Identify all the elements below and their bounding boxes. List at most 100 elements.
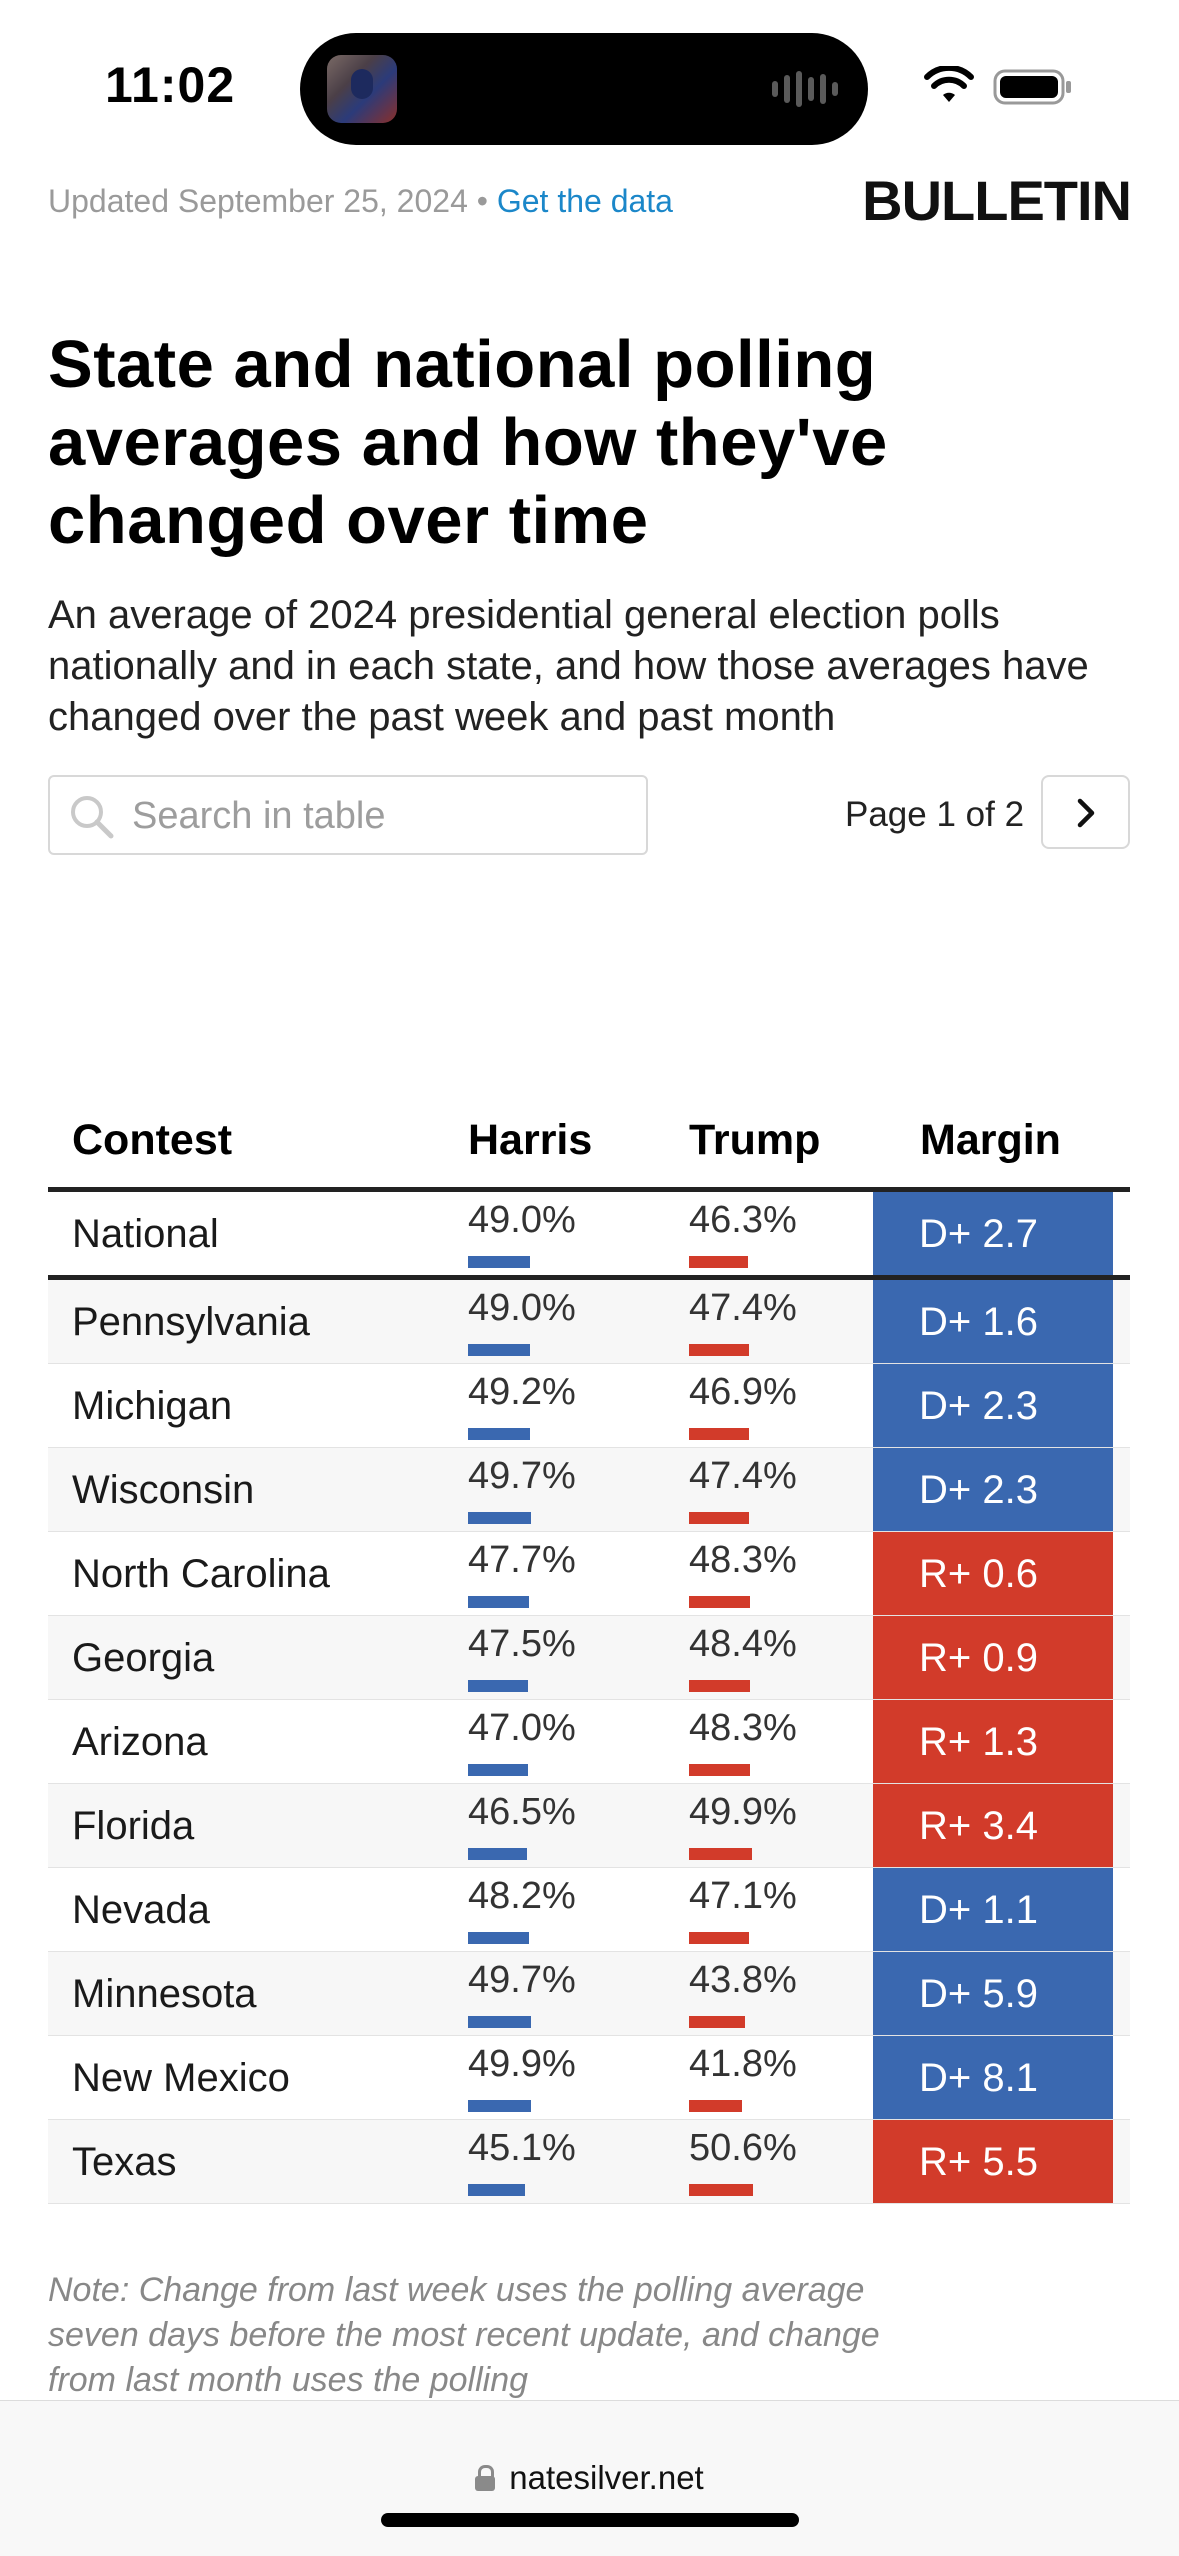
contest-name: North Carolina [72,1552,330,1596]
harris-percent: 49.0% [468,1199,576,1241]
next-page-button[interactable] [1041,775,1130,849]
table-row: Michigan 49.2% 46.9% D+ 2.3 [48,1364,1130,1448]
contest-name: New Mexico [72,2056,290,2100]
trump-bar [689,1848,752,1860]
dynamic-island[interactable] [300,33,868,145]
trump-percent: 46.9% [689,1371,797,1413]
trump-percent: 48.3% [689,1707,797,1749]
harris-percent: 49.7% [468,1455,576,1497]
contest-name: Minnesota [72,1972,257,2016]
margin-badge: D+ 8.1 [873,2036,1113,2119]
column-header-trump[interactable]: Trump [689,1116,821,1164]
contest-name: Wisconsin [72,1468,255,1512]
harris-bar [468,2100,531,2112]
page-title: State and national polling averages and … [48,327,888,558]
trump-bar [689,1428,749,1440]
trump-percent: 46.3% [689,1199,797,1241]
browser-url-bar[interactable]: natesilver.net [0,2400,1179,2556]
table-row: Florida 46.5% 49.9% R+ 3.4 [48,1784,1130,1868]
brand-logo[interactable]: BULLETIN [862,169,1132,232]
harris-bar [468,2184,525,2196]
harris-percent: 47.7% [468,1539,576,1581]
harris-bar [468,1596,529,1608]
updated-date: Updated September 25, 2024 [48,183,468,219]
harris-bar [468,1344,530,1356]
harris-percent: 48.2% [468,1875,576,1917]
margin-badge: D+ 2.3 [873,1448,1113,1531]
wifi-icon [924,66,974,102]
battery-icon [993,69,1071,105]
status-time: 11:02 [105,57,236,113]
contest-name: Texas [72,2140,177,2184]
trump-percent: 41.8% [689,2043,797,2085]
table-header: Contest Harris Trump Margin [48,1100,1130,1192]
trump-bar [689,2016,745,2028]
trump-percent: 47.1% [689,1875,797,1917]
trump-bar [689,1512,749,1524]
url-domain: natesilver.net [509,2459,704,2496]
trump-percent: 47.4% [689,1287,797,1329]
harris-percent: 49.2% [468,1371,576,1413]
trump-bar [689,1344,749,1356]
table-row: Texas 45.1% 50.6% R+ 5.5 [48,2120,1130,2204]
trump-percent: 43.8% [689,1959,797,2001]
trump-percent: 50.6% [689,2127,797,2169]
trump-percent: 47.4% [689,1455,797,1497]
harris-bar [468,2016,531,2028]
harris-bar [468,1932,529,1944]
url-display[interactable]: natesilver.net [0,2459,1179,2497]
column-header-harris[interactable]: Harris [468,1116,593,1164]
trump-bar [689,2100,742,2112]
table-row: Georgia 47.5% 48.4% R+ 0.9 [48,1616,1130,1700]
trump-bar [689,1596,750,1608]
home-indicator[interactable] [381,2513,799,2527]
search-placeholder: Search in table [132,795,386,837]
contest-name: Pennsylvania [72,1300,310,1344]
trump-percent: 48.3% [689,1539,797,1581]
chevron-right-icon [1077,798,1095,828]
table-row: Minnesota 49.7% 43.8% D+ 5.9 [48,1952,1130,2036]
trump-bar [689,1256,748,1268]
table-row: Wisconsin 49.7% 47.4% D+ 2.3 [48,1448,1130,1532]
trump-percent: 49.9% [689,1791,797,1833]
column-header-contest[interactable]: Contest [72,1116,233,1164]
page-subtitle: An average of 2024 presidential general … [48,593,1089,739]
status-bar: 11:02 [0,0,1179,150]
harris-bar [468,1764,528,1776]
trump-bar [689,1932,749,1944]
table-row: New Mexico 49.9% 41.8% D+ 8.1 [48,2036,1130,2120]
harris-bar [468,1848,527,1860]
harris-percent: 47.5% [468,1623,576,1665]
margin-badge: R+ 5.5 [873,2120,1113,2203]
harris-bar [468,1680,528,1692]
harris-bar [468,1256,530,1268]
margin-badge: D+ 1.6 [873,1280,1113,1363]
search-icon [71,796,114,839]
contest-name: Florida [72,1804,195,1848]
trump-percent: 48.4% [689,1623,797,1665]
column-header-margin[interactable]: Margin [920,1116,1061,1164]
harris-percent: 49.9% [468,2043,576,2085]
page-indicator: Page 1 of 2 [845,795,1025,834]
margin-badge: R+ 3.4 [873,1784,1113,1867]
margin-badge: D+ 2.3 [873,1364,1113,1447]
margin-badge: R+ 0.9 [873,1616,1113,1699]
table-body: National 49.0% 46.3% D+ 2.7 Pennsylvania 49.0… [48,1192,1130,2204]
margin-badge: R+ 1.3 [873,1700,1113,1783]
audio-waveform-icon [772,71,838,107]
table-row: Arizona 47.0% 48.3% R+ 1.3 [48,1700,1130,1784]
contest-name: Michigan [72,1384,233,1428]
table-row: North Carolina 47.7% 48.3% R+ 0.6 [48,1532,1130,1616]
get-data-link[interactable]: Get the data [496,183,673,219]
table-row-national: National 49.0% 46.3% D+ 2.7 [48,1192,1130,1280]
contest-name: Georgia [72,1636,215,1680]
table-row: Nevada 48.2% 47.1% D+ 1.1 [48,1868,1130,1952]
separator-dot: • [467,183,497,219]
harris-bar [468,1428,530,1440]
margin-badge: R+ 0.6 [873,1532,1113,1615]
harris-percent: 47.0% [468,1707,576,1749]
updated-line: Updated September 25, 2024 • Get the dat… [48,183,673,220]
search-input[interactable]: Search in table [48,775,648,855]
harris-bar [468,1512,531,1524]
margin-badge: D+ 5.9 [873,1952,1113,2035]
